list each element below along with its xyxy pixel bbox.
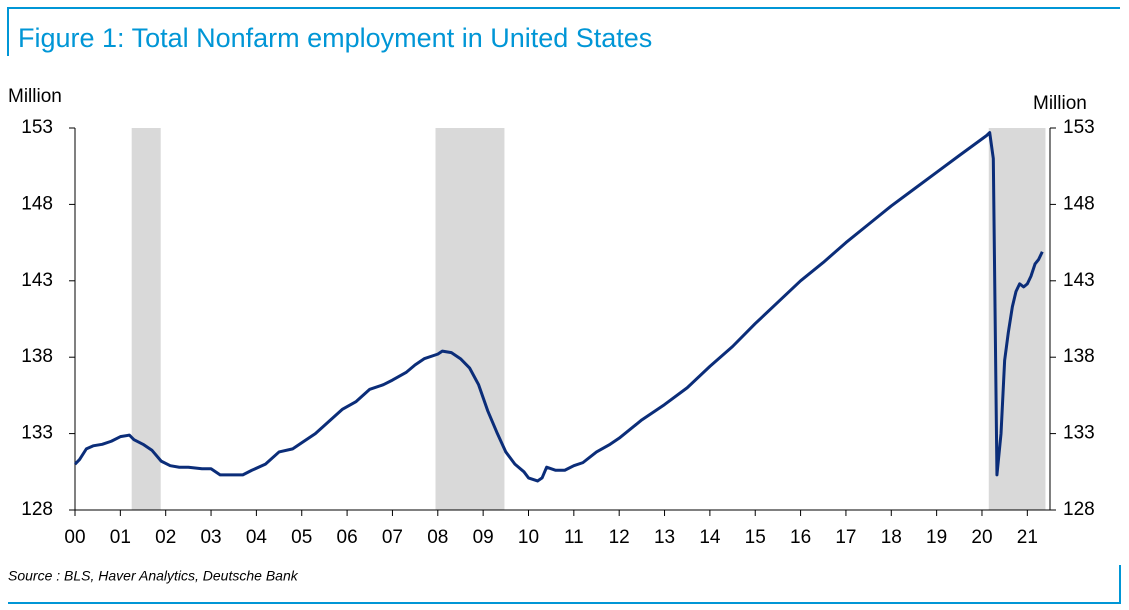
chart-title: Figure 1: Total Nonfarm employment in Un… [18, 23, 652, 53]
source: Source : BLS, Haver Analytics, Deutsche … [8, 568, 299, 584]
recession-band [435, 128, 505, 510]
x-tick-label: 13 [654, 527, 675, 548]
x-tick-label: 04 [246, 527, 268, 548]
y2-axis-label: Million [1033, 93, 1087, 114]
x-tick-label: 14 [699, 527, 721, 548]
x-tick-label: 17 [835, 527, 856, 548]
x-tick-label: 01 [110, 527, 131, 548]
y-tick-label: 153 [21, 117, 53, 138]
x-tick-label: 08 [427, 527, 448, 548]
y2-tick-label: 133 [1063, 423, 1095, 444]
series-line [73, 131, 1044, 483]
x-tick-label: 05 [291, 527, 312, 548]
y2-tick-label: 148 [1063, 193, 1095, 214]
y-tick-label: 128 [21, 499, 53, 520]
y2-tick-label: 143 [1063, 270, 1095, 291]
recession-band [988, 128, 1046, 510]
x-tick-label: 10 [518, 527, 539, 548]
y-tick-label: 133 [21, 423, 53, 444]
y2-tick-label: 128 [1063, 499, 1095, 520]
y-tick-label: 143 [21, 270, 53, 291]
x-tick-label: 18 [881, 527, 902, 548]
y-axis-label: Million [8, 86, 62, 107]
x-tick-label: 20 [971, 527, 992, 548]
x-tick-label: 00 [64, 527, 85, 548]
x-tick-label: 16 [790, 527, 811, 548]
x-tick-label: 06 [337, 527, 358, 548]
frame-top [7, 7, 1120, 56]
x-tick-label: 21 [1017, 527, 1038, 548]
x-tick-label: 12 [609, 527, 630, 548]
recession-band [131, 128, 161, 510]
x-tick-label: 07 [382, 527, 403, 548]
y2-tick-label: 153 [1063, 117, 1095, 138]
x-tick-label: 11 [564, 527, 584, 548]
y-tick-label: 138 [21, 346, 53, 367]
x-tick-label: 02 [155, 527, 176, 548]
y2-tick-label: 138 [1063, 346, 1095, 367]
x-tick-label: 09 [473, 527, 494, 548]
frame-bottom [8, 565, 1121, 604]
x-tick-label: 03 [200, 527, 221, 548]
x-tick-label: 15 [745, 527, 766, 548]
x-tick-label: 19 [926, 527, 947, 548]
y-tick-label: 148 [21, 193, 53, 214]
